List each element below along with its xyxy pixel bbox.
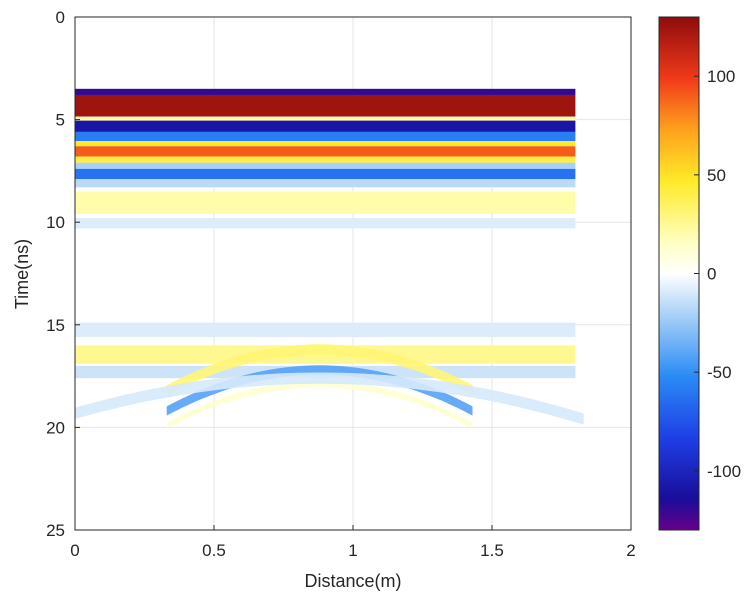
y-tick-label-1: 5 bbox=[56, 111, 65, 130]
colorbar-tick-label-1: 50 bbox=[707, 166, 726, 185]
x-tick-label-3: 1.5 bbox=[480, 541, 504, 560]
heatmap-band-2 bbox=[75, 116, 576, 121]
colorbar bbox=[658, 16, 700, 531]
x-tick-label-2: 1 bbox=[348, 541, 357, 560]
y-tick-label-0: 0 bbox=[56, 8, 65, 27]
colorbar-ticks: 100 50 0 -50 -100 bbox=[694, 67, 741, 481]
y-axis-ticks: 0 5 10 15 20 25 bbox=[46, 8, 80, 540]
heatmap-band-4 bbox=[75, 131, 576, 142]
heatmap-band-3 bbox=[75, 120, 576, 132]
colorbar-tick-label-0: 100 bbox=[707, 67, 735, 86]
x-axis-label: Distance(m) bbox=[304, 571, 401, 591]
colorbar-tick-label-2: 0 bbox=[707, 265, 716, 284]
hyperbola-reflection-2 bbox=[166, 381, 473, 429]
colorbar-tick-label-3: -50 bbox=[707, 363, 732, 382]
heatmap-band-10 bbox=[75, 179, 576, 188]
heatmap-band-9 bbox=[75, 168, 576, 180]
y-tick-label-2: 10 bbox=[46, 213, 65, 232]
x-axis-ticks: 0 0.5 1 1.5 2 bbox=[70, 525, 636, 560]
heatmap-band-5 bbox=[75, 141, 576, 147]
heatmap-band-0 bbox=[75, 88, 576, 95]
y-tick-label-3: 15 bbox=[46, 316, 65, 335]
hyperbola-reflection-3 bbox=[75, 372, 584, 425]
heatmap-band-7 bbox=[75, 156, 576, 163]
heatmap-band-8 bbox=[75, 162, 576, 169]
y-tick-label-4: 20 bbox=[46, 418, 65, 437]
x-tick-label-0: 0 bbox=[70, 541, 79, 560]
heatmap-band-1 bbox=[75, 94, 576, 117]
x-tick-label-4: 2 bbox=[626, 541, 635, 560]
heatmap-band-11 bbox=[75, 191, 576, 214]
heatmap-band-6 bbox=[75, 146, 576, 157]
heatmap-band-12 bbox=[75, 218, 576, 229]
hyperbola-reflection-0 bbox=[166, 344, 473, 396]
x-tick-label-1: 0.5 bbox=[202, 541, 226, 560]
heatmap-band-13 bbox=[75, 322, 576, 338]
y-axis-label: Time(ns) bbox=[12, 239, 32, 309]
colorbar-tick-label-4: -100 bbox=[707, 462, 741, 481]
y-tick-label-5: 25 bbox=[46, 521, 65, 540]
heatmap-image bbox=[75, 88, 584, 429]
